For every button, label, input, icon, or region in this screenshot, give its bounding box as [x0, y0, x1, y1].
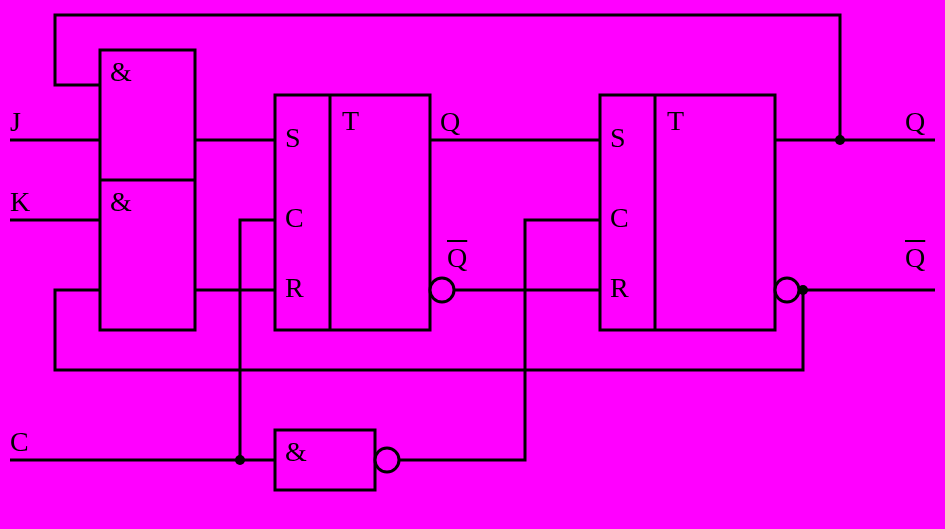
- svg-point-15: [430, 278, 454, 302]
- svg-point-20: [775, 278, 799, 302]
- svg-point-17: [375, 448, 399, 472]
- svg-point-22: [798, 285, 808, 295]
- svg-point-19: [835, 135, 845, 145]
- svg-rect-0: [0, 0, 945, 529]
